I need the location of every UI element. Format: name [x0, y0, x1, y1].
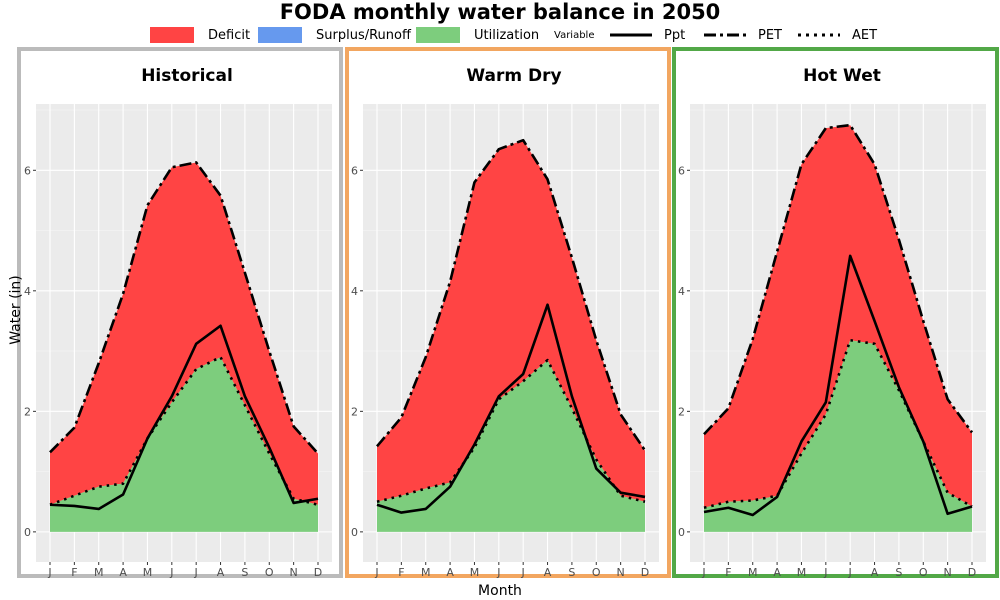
legend-item-deficit: Deficit: [150, 24, 250, 46]
x-tick-label: M: [421, 566, 431, 579]
series-line-ppt: [376, 303, 646, 514]
panel-frame-historical: [17, 47, 343, 578]
legend-item-pet: PET: [702, 24, 782, 46]
y-tick-label: 6: [351, 164, 358, 177]
y-tick-label: 2: [678, 405, 685, 418]
legend-swatch-utilization: [416, 27, 460, 43]
x-tick-label: D: [314, 566, 322, 579]
x-tick-label: J: [848, 566, 852, 579]
utilization-area: [704, 340, 972, 532]
y-tick-label: 2: [351, 405, 358, 418]
x-tick-label: N: [290, 566, 298, 579]
x-tick-label: F: [71, 566, 77, 579]
legend-title: Variable: [554, 29, 595, 41]
x-tick-label: O: [265, 566, 274, 579]
panel-title-hot-wet: Hot Wet: [803, 66, 881, 86]
x-tick-label: A: [446, 566, 454, 579]
series-line-pet: [49, 161, 319, 455]
x-tick-label: A: [544, 566, 552, 579]
x-tick-label: J: [374, 566, 378, 579]
y-tick-label: 4: [24, 285, 31, 298]
x-tick-label: N: [617, 566, 625, 579]
x-tick-label: J: [194, 566, 198, 579]
legend-item-aet: AET: [796, 24, 877, 46]
x-tick-label: O: [592, 566, 601, 579]
chart-title: FODA monthly water balance in 2050: [279, 0, 721, 24]
utilization-area: [377, 360, 645, 532]
y-tick-label: 0: [351, 526, 358, 539]
legend-label-surplus: Surplus/Runoff: [316, 27, 411, 43]
utilization-area: [50, 357, 318, 532]
x-axis-label: Month: [478, 583, 522, 599]
x-tick-label: A: [871, 566, 879, 579]
x-tick-label: D: [968, 566, 976, 579]
series-line-ppt: [49, 324, 319, 511]
x-tick-label: J: [47, 566, 51, 579]
x-tick-label: A: [119, 566, 127, 579]
x-tick-label: M: [94, 566, 104, 579]
legend-label-aet: AET: [852, 27, 878, 43]
x-tick-label: J: [823, 566, 827, 579]
y-tick-label: 2: [24, 405, 31, 418]
y-axis-label: Water (in): [8, 275, 24, 345]
legend-line-aet: [798, 33, 840, 37]
series-line-pet: [703, 123, 974, 436]
x-tick-label: M: [143, 566, 153, 579]
legend-line-ppt: [610, 33, 652, 37]
x-tick-label: A: [217, 566, 225, 579]
x-tick-label: J: [496, 566, 500, 579]
panel-frame-hot-wet: [672, 47, 999, 578]
x-tick-label: M: [470, 566, 480, 579]
y-tick-label: 4: [351, 285, 358, 298]
legend-label-pet: PET: [758, 27, 782, 43]
y-tick-label: 6: [678, 164, 685, 177]
deficit-area: [704, 125, 972, 508]
series-line-ppt: [703, 254, 973, 517]
y-tick-label: 6: [24, 164, 31, 177]
legend-variable-title: Variable: [554, 24, 595, 46]
legend-label-ppt: Ppt: [664, 27, 686, 43]
series-line-aet: [376, 358, 646, 503]
x-tick-label: A: [773, 566, 781, 579]
deficit-area: [50, 162, 318, 505]
legend-item-ppt: Ppt: [608, 24, 685, 46]
legend-swatch-surplus: [258, 27, 302, 43]
x-tick-label: N: [944, 566, 952, 579]
panel-frame-warm-dry: [345, 47, 671, 578]
x-tick-label: S: [568, 566, 575, 579]
y-tick-label: 4: [678, 285, 685, 298]
series-line-aet: [703, 338, 973, 510]
x-tick-label: S: [895, 566, 902, 579]
y-tick-label: 0: [24, 526, 31, 539]
x-tick-label: J: [701, 566, 705, 579]
x-tick-label: J: [169, 566, 173, 579]
panel-title-historical: Historical: [141, 66, 233, 86]
legend-label-utilization: Utilization: [474, 27, 540, 43]
legend-line-pet: [704, 33, 746, 37]
panel-title-warm-dry: Warm Dry: [466, 66, 562, 86]
legend-label-deficit: Deficit: [208, 27, 251, 43]
x-tick-label: F: [398, 566, 404, 579]
x-tick-label: D: [641, 566, 649, 579]
series-line-pet: [376, 138, 647, 452]
legend-item-utilization: Utilization: [416, 24, 539, 46]
x-tick-label: J: [521, 566, 525, 579]
legend-swatch-deficit: [150, 27, 194, 43]
x-tick-label: S: [241, 566, 248, 579]
x-tick-label: O: [919, 566, 928, 579]
legend-item-surplus: Surplus/Runoff: [258, 24, 411, 46]
x-tick-label: M: [748, 566, 758, 579]
y-tick-label: 0: [678, 526, 685, 539]
x-tick-label: M: [797, 566, 807, 579]
x-tick-label: F: [725, 566, 731, 579]
